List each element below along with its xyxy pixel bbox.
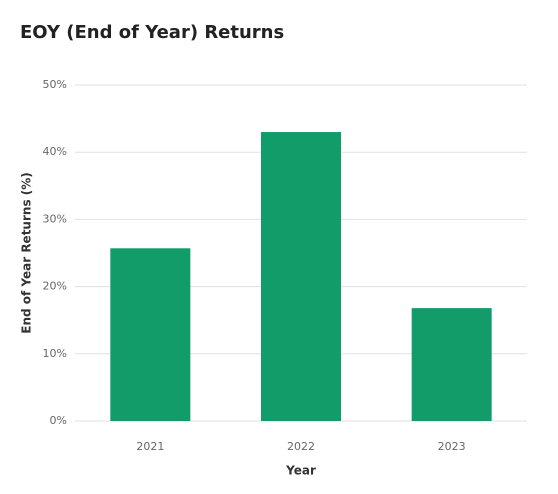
y-tick-label: 10%: [43, 347, 67, 360]
y-axis-title: End of Year Returns (%): [20, 172, 34, 334]
chart-title: EOY (End of Year) Returns: [20, 22, 284, 43]
x-tick-label: 2022: [287, 440, 315, 453]
y-tick-label: 50%: [43, 78, 67, 91]
y-tick-label: 40%: [43, 145, 67, 158]
bar: [411, 308, 492, 421]
bar: [110, 248, 191, 421]
y-tick-label: 0%: [50, 414, 67, 427]
y-tick-label: 20%: [43, 280, 67, 293]
y-tick-label: 30%: [43, 212, 67, 225]
x-axis-title: Year: [285, 464, 316, 478]
x-tick-label: 2023: [438, 440, 466, 453]
x-tick-label: 2021: [136, 440, 164, 453]
bar: [261, 132, 341, 422]
